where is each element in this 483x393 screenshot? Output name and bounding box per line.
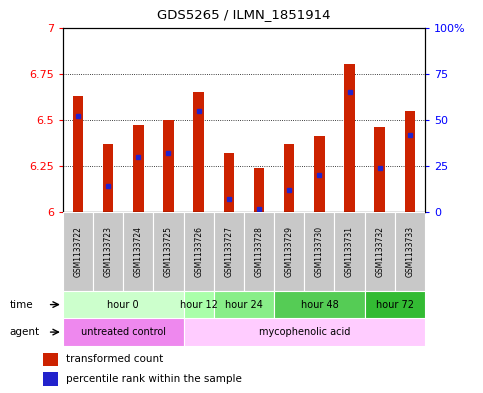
- Text: GSM1133729: GSM1133729: [284, 226, 294, 277]
- Bar: [184, 212, 213, 291]
- Bar: [213, 291, 274, 318]
- Bar: [224, 153, 234, 212]
- Bar: [213, 212, 244, 291]
- Text: GSM1133723: GSM1133723: [103, 226, 113, 277]
- Bar: [334, 212, 365, 291]
- Bar: [193, 92, 204, 212]
- Text: agent: agent: [10, 327, 40, 337]
- Bar: [314, 136, 325, 212]
- Bar: [93, 212, 123, 291]
- Text: time: time: [10, 299, 33, 310]
- Bar: [103, 144, 114, 212]
- Text: hour 72: hour 72: [376, 299, 414, 310]
- Bar: [63, 291, 184, 318]
- Text: GSM1133731: GSM1133731: [345, 226, 354, 277]
- Text: GSM1133725: GSM1133725: [164, 226, 173, 277]
- Text: GSM1133732: GSM1133732: [375, 226, 384, 277]
- Text: GSM1133733: GSM1133733: [405, 226, 414, 277]
- Bar: [133, 125, 143, 212]
- Bar: [244, 212, 274, 291]
- Bar: [184, 318, 425, 346]
- Bar: [374, 127, 385, 212]
- Bar: [274, 212, 304, 291]
- Bar: [274, 291, 365, 318]
- Text: hour 12: hour 12: [180, 299, 217, 310]
- Bar: [254, 168, 264, 212]
- Bar: [163, 120, 174, 212]
- Bar: [344, 64, 355, 212]
- Text: GSM1133730: GSM1133730: [315, 226, 324, 277]
- Text: GDS5265 / ILMN_1851914: GDS5265 / ILMN_1851914: [157, 8, 331, 21]
- Text: untreated control: untreated control: [81, 327, 166, 337]
- Bar: [365, 212, 395, 291]
- Text: GSM1133728: GSM1133728: [255, 226, 264, 277]
- Text: GSM1133726: GSM1133726: [194, 226, 203, 277]
- Text: mycophenolic acid: mycophenolic acid: [258, 327, 350, 337]
- Bar: [405, 111, 415, 212]
- Text: hour 48: hour 48: [300, 299, 338, 310]
- Bar: [72, 96, 83, 212]
- Bar: [63, 212, 93, 291]
- Bar: [43, 372, 58, 386]
- Bar: [63, 318, 184, 346]
- Bar: [284, 144, 295, 212]
- Bar: [304, 212, 334, 291]
- Text: transformed count: transformed count: [66, 354, 163, 364]
- Bar: [123, 212, 154, 291]
- Text: hour 24: hour 24: [225, 299, 263, 310]
- Bar: [154, 212, 184, 291]
- Bar: [43, 353, 58, 366]
- Bar: [184, 291, 213, 318]
- Text: GSM1133724: GSM1133724: [134, 226, 143, 277]
- Text: percentile rank within the sample: percentile rank within the sample: [66, 374, 242, 384]
- Text: GSM1133727: GSM1133727: [224, 226, 233, 277]
- Bar: [365, 291, 425, 318]
- Text: hour 0: hour 0: [107, 299, 139, 310]
- Bar: [395, 212, 425, 291]
- Text: GSM1133722: GSM1133722: [73, 226, 83, 277]
